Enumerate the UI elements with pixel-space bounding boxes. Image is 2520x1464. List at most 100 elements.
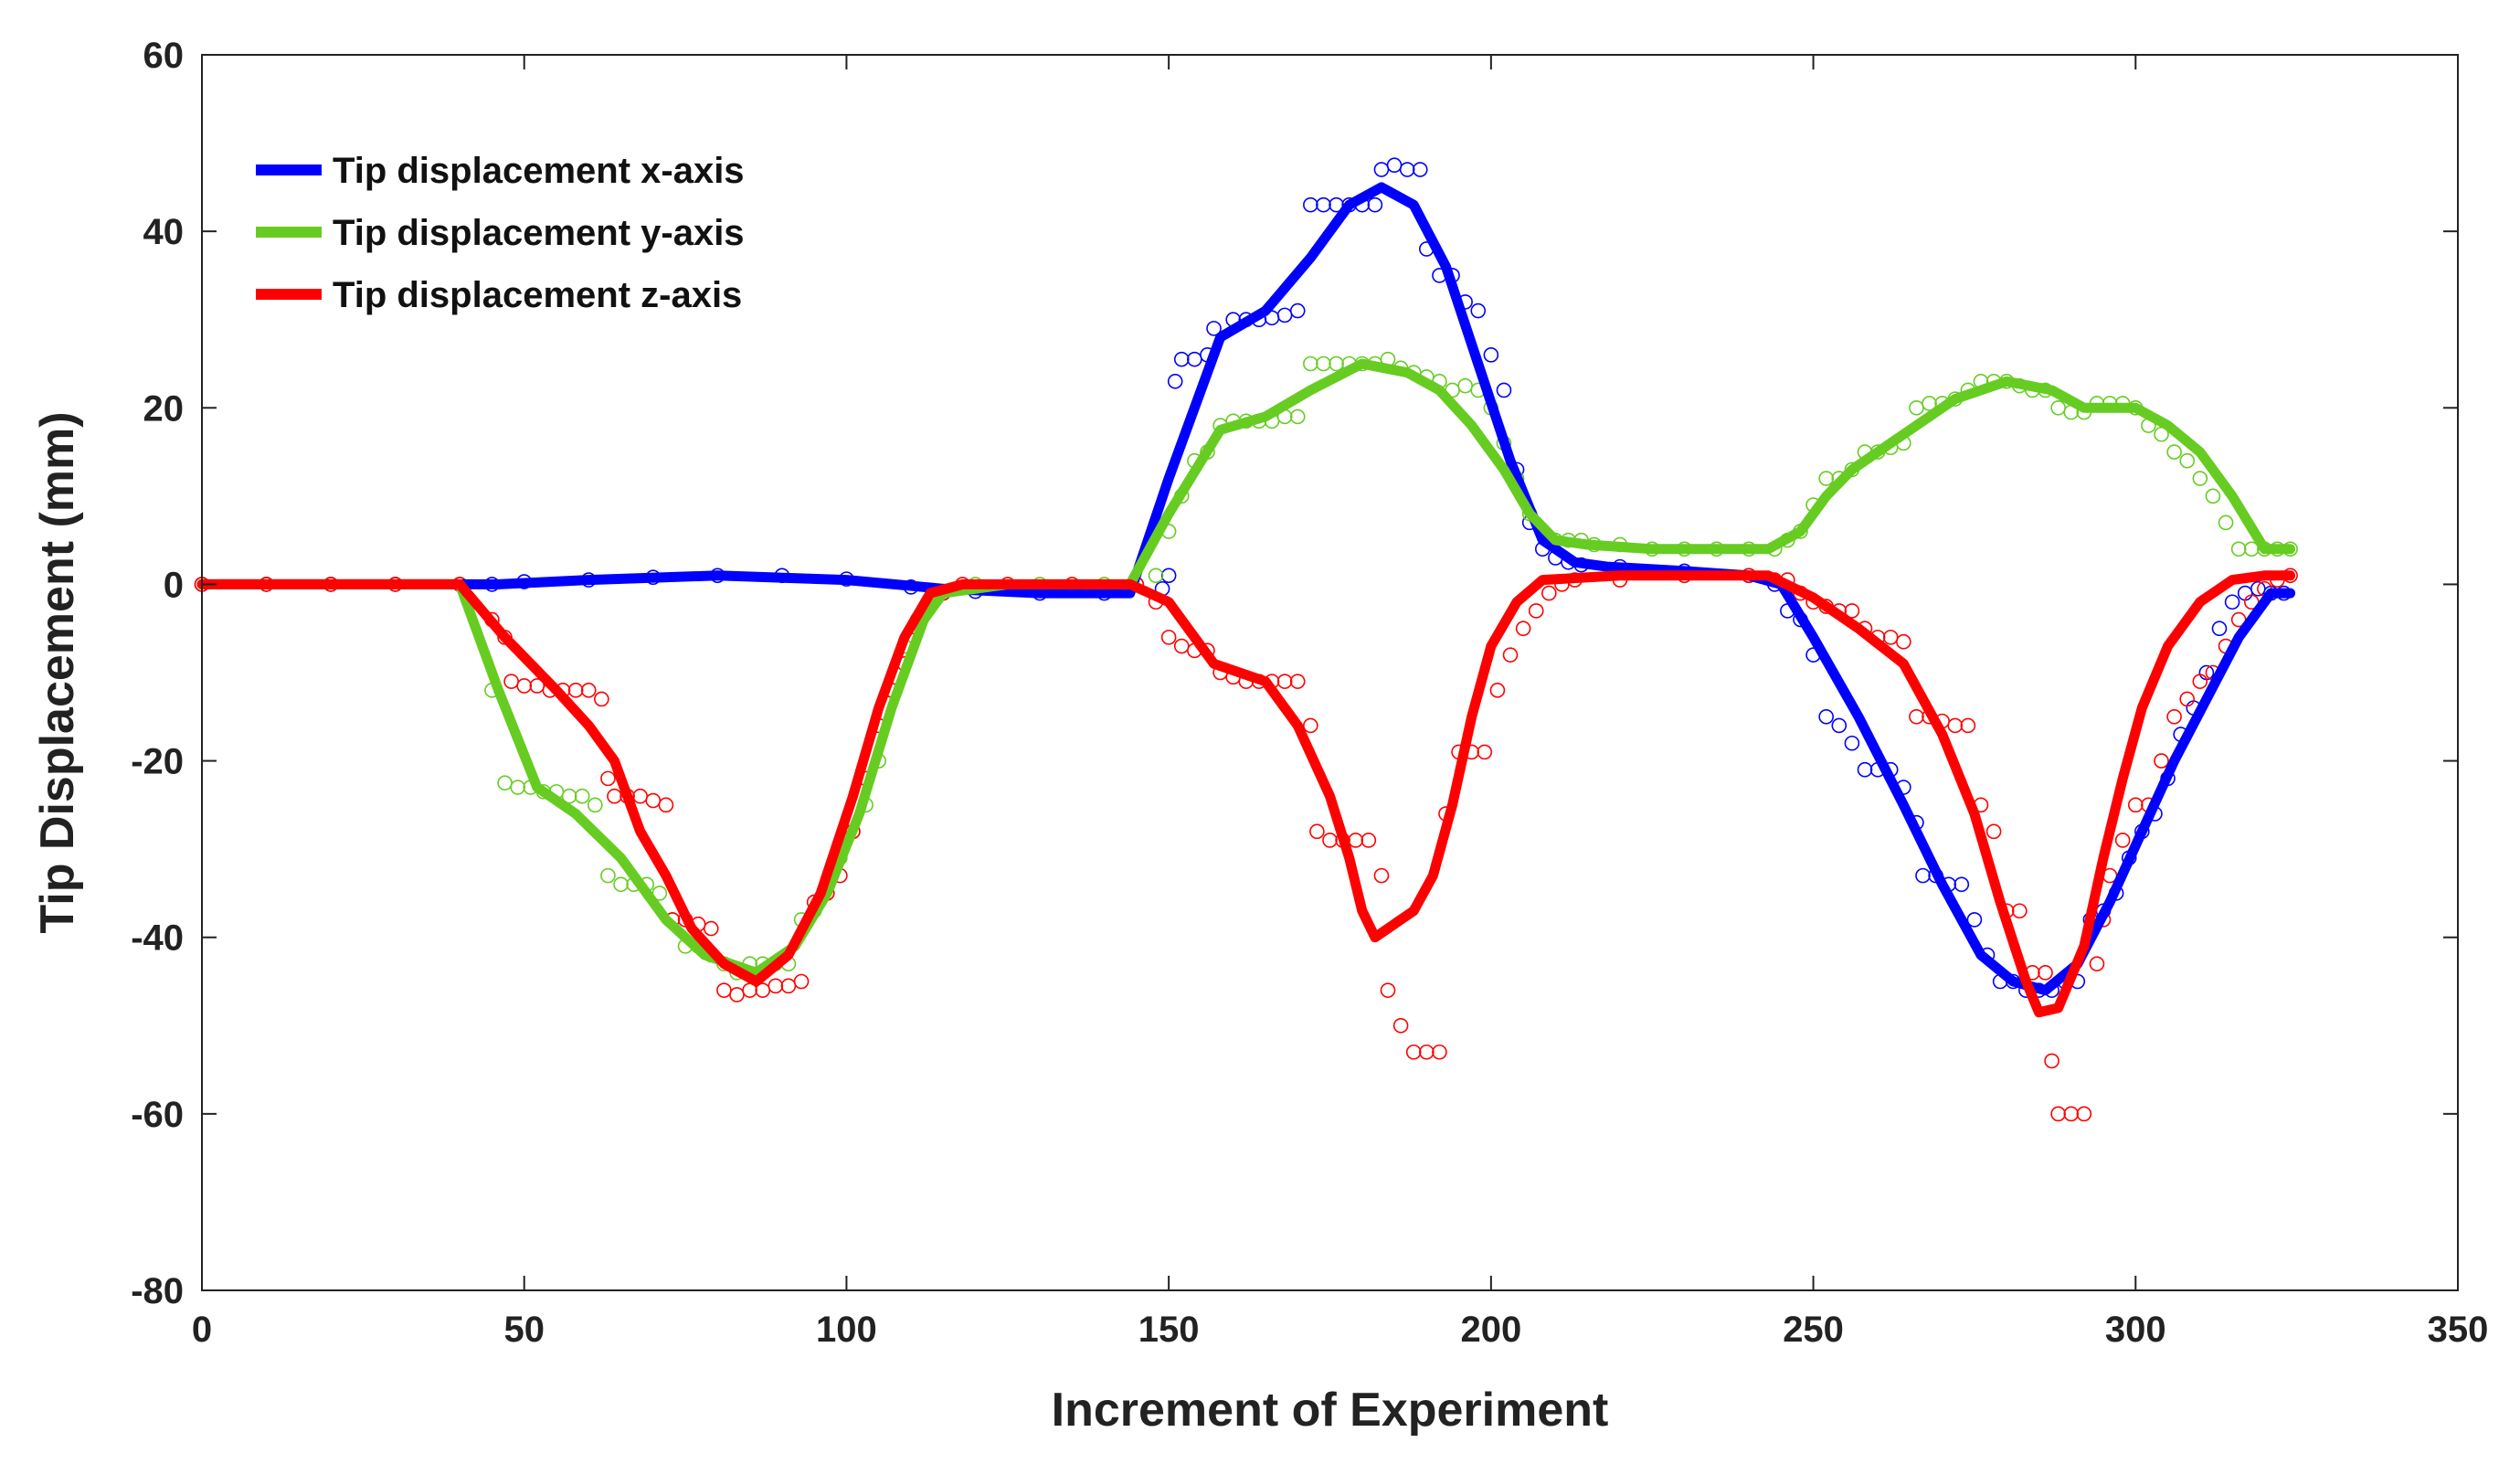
data-point-marker bbox=[1432, 1044, 1447, 1060]
data-point-marker bbox=[1160, 568, 1177, 584]
data-point-marker bbox=[1844, 735, 1860, 751]
x-tick-label: 0 bbox=[192, 1310, 212, 1350]
y-tick-label: -40 bbox=[131, 918, 184, 959]
data-point-marker bbox=[1316, 355, 1331, 372]
data-point-marker bbox=[1380, 982, 1396, 998]
y-tick-label: -80 bbox=[131, 1271, 184, 1311]
data-point-marker bbox=[1309, 823, 1325, 840]
x-tick-label: 300 bbox=[2105, 1310, 2166, 1350]
data-point-marker bbox=[510, 780, 525, 795]
legend-label-z-axis: Tip displacement z-axis bbox=[333, 275, 742, 315]
data-point-marker bbox=[1303, 355, 1318, 372]
y-tick-label: 40 bbox=[143, 212, 185, 252]
data-point-marker bbox=[580, 683, 597, 698]
data-point-marker bbox=[768, 978, 784, 994]
data-point-marker bbox=[1167, 374, 1183, 389]
x-tick-label: 350 bbox=[2428, 1310, 2489, 1350]
data-point-marker bbox=[2224, 594, 2240, 610]
data-point-marker bbox=[2230, 541, 2247, 557]
data-point-marker bbox=[1528, 603, 1544, 619]
data-point-marker bbox=[1419, 1044, 1435, 1060]
series-line bbox=[196, 570, 2296, 1018]
data-point-marker bbox=[2192, 471, 2208, 486]
data-point-marker bbox=[1367, 196, 1383, 213]
data-point-marker bbox=[2205, 488, 2221, 504]
data-point-marker bbox=[1960, 717, 1976, 734]
data-point-marker bbox=[1818, 471, 1834, 486]
data-point-marker bbox=[1844, 603, 1860, 619]
data-point-marker bbox=[1148, 568, 1164, 584]
data-point-marker bbox=[2012, 903, 2028, 919]
y-axis-title: Tip Displacement (mm) bbox=[31, 411, 84, 933]
data-point-marker bbox=[1399, 162, 1415, 177]
data-point-marker bbox=[607, 788, 622, 804]
data-point-marker bbox=[1373, 867, 1390, 884]
data-point-marker bbox=[1947, 717, 1964, 734]
data-point-marker bbox=[516, 678, 533, 694]
x-tick-label: 250 bbox=[1783, 1310, 1844, 1350]
data-point-marker bbox=[2166, 708, 2182, 725]
data-point-marker bbox=[1489, 683, 1506, 698]
data-point-marker bbox=[658, 797, 674, 813]
data-point-marker bbox=[2050, 1106, 2066, 1122]
axis-ticks bbox=[201, 54, 2459, 1291]
data-point-marker bbox=[1496, 382, 1512, 398]
data-point-marker bbox=[2243, 541, 2260, 557]
data-point-marker bbox=[2179, 691, 2196, 707]
fit-line-tip-displacement-z-axis bbox=[196, 570, 2296, 1018]
legend-label-x-axis: Tip displacement x-axis bbox=[333, 151, 745, 191]
x-tick-label: 200 bbox=[1460, 1310, 1521, 1350]
data-point-marker bbox=[1329, 355, 1344, 372]
data-point-marker bbox=[1173, 351, 1190, 367]
data-point-marker bbox=[1412, 162, 1428, 177]
data-point-marker bbox=[574, 788, 590, 804]
data-point-marker bbox=[1276, 674, 1293, 689]
data-point-marker bbox=[2179, 452, 2196, 469]
data-point-marker bbox=[2211, 621, 2228, 637]
data-point-marker bbox=[1515, 621, 1531, 637]
data-point-marker bbox=[1470, 302, 1487, 319]
data-point-marker bbox=[703, 920, 719, 937]
series-layer bbox=[194, 157, 2298, 1122]
data-point-marker bbox=[2044, 1053, 2059, 1069]
data-point-marker bbox=[1922, 396, 1937, 411]
data-point-marker bbox=[588, 797, 603, 813]
data-point-marker bbox=[2127, 797, 2144, 813]
data-point-marker bbox=[1954, 876, 1970, 893]
data-point-marker bbox=[1985, 823, 2002, 840]
data-point-marker bbox=[1857, 761, 1873, 778]
x-tick-label: 50 bbox=[503, 1310, 545, 1350]
data-point-marker bbox=[1818, 708, 1834, 725]
y-tick-label: 0 bbox=[164, 565, 184, 605]
x-tick-label: 100 bbox=[816, 1310, 877, 1350]
legend-label-y-axis: Tip displacement y-axis bbox=[333, 213, 745, 253]
legend: Tip displacement x-axis Tip displacement… bbox=[256, 151, 745, 315]
data-point-marker bbox=[1966, 912, 1983, 928]
data-point-marker bbox=[1206, 321, 1222, 336]
data-point-marker bbox=[1289, 302, 1306, 319]
y-tick-label: -20 bbox=[131, 742, 184, 782]
data-point-marker bbox=[793, 973, 810, 990]
y-tick-label: 60 bbox=[143, 36, 185, 76]
data-point-marker bbox=[2038, 965, 2053, 981]
data-point-marker bbox=[1289, 408, 1306, 425]
y-axis-tick-labels: -80 -60 -40 -20 0 20 40 60 bbox=[131, 36, 184, 1311]
data-point-marker bbox=[594, 691, 609, 707]
data-point-marker bbox=[1896, 633, 1911, 650]
x-axis-tick-labels: 0 50 100 150 200 250 300 350 bbox=[192, 1310, 2489, 1350]
data-point-marker bbox=[1303, 196, 1318, 213]
y-tick-label: -60 bbox=[131, 1095, 184, 1135]
plot-area-frame bbox=[201, 54, 2459, 1291]
data-point-marker bbox=[1541, 585, 1557, 601]
data-point-marker bbox=[1303, 717, 1318, 734]
data-point-marker bbox=[600, 770, 616, 787]
x-axis-title: Increment of Experiment bbox=[1052, 1384, 1609, 1437]
data-point-marker bbox=[2154, 753, 2169, 769]
data-point-marker bbox=[1831, 717, 1848, 734]
data-point-marker bbox=[1483, 347, 1499, 363]
data-point-marker bbox=[2218, 515, 2234, 531]
data-point-marker bbox=[1361, 833, 1377, 848]
data-point-marker bbox=[1289, 674, 1306, 689]
